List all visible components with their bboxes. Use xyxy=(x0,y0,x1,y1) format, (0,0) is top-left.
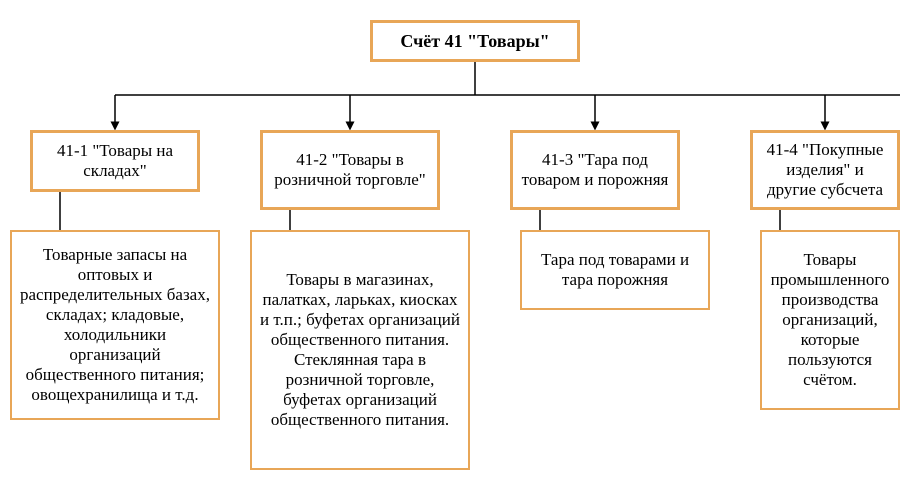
sub-node-2: 41-2 "Товары в розничной торговле" xyxy=(260,130,440,210)
sub-node-label: 41-1 "Товары на складах" xyxy=(41,141,189,181)
sub-node-4: 41-4 "Покупные изделия" и другие субсчет… xyxy=(750,130,900,210)
desc-node-3: Тара под товарами и тара порожняя xyxy=(520,230,710,310)
sub-node-1: 41-1 "Товары на складах" xyxy=(30,130,200,192)
desc-node-1: Товарные запасы на оптовых и распределит… xyxy=(10,230,220,420)
sub-node-label: 41-2 "Товары в розничной торговле" xyxy=(271,150,429,190)
sub-node-3: 41-3 "Тара под товаром и порожняя xyxy=(510,130,680,210)
desc-node-text: Товарные запасы на оптовых и распределит… xyxy=(20,245,210,405)
root-label: Счёт 41 "Товары" xyxy=(400,31,549,52)
desc-node-text: Товары в магазинах, палатках, ларьках, к… xyxy=(260,270,460,430)
sub-node-label: 41-3 "Тара под товаром и порожняя xyxy=(521,150,669,190)
desc-node-text: Тара под товарами и тара порожняя xyxy=(530,250,700,290)
desc-node-2: Товары в магазинах, палатках, ларьках, к… xyxy=(250,230,470,470)
sub-node-label: 41-4 "Покупные изделия" и другие субсчет… xyxy=(761,140,889,200)
desc-node-4: Товары промышленного производства органи… xyxy=(760,230,900,410)
root-node: Счёт 41 "Товары" xyxy=(370,20,580,62)
desc-node-text: Товары промышленного производства органи… xyxy=(770,250,890,390)
